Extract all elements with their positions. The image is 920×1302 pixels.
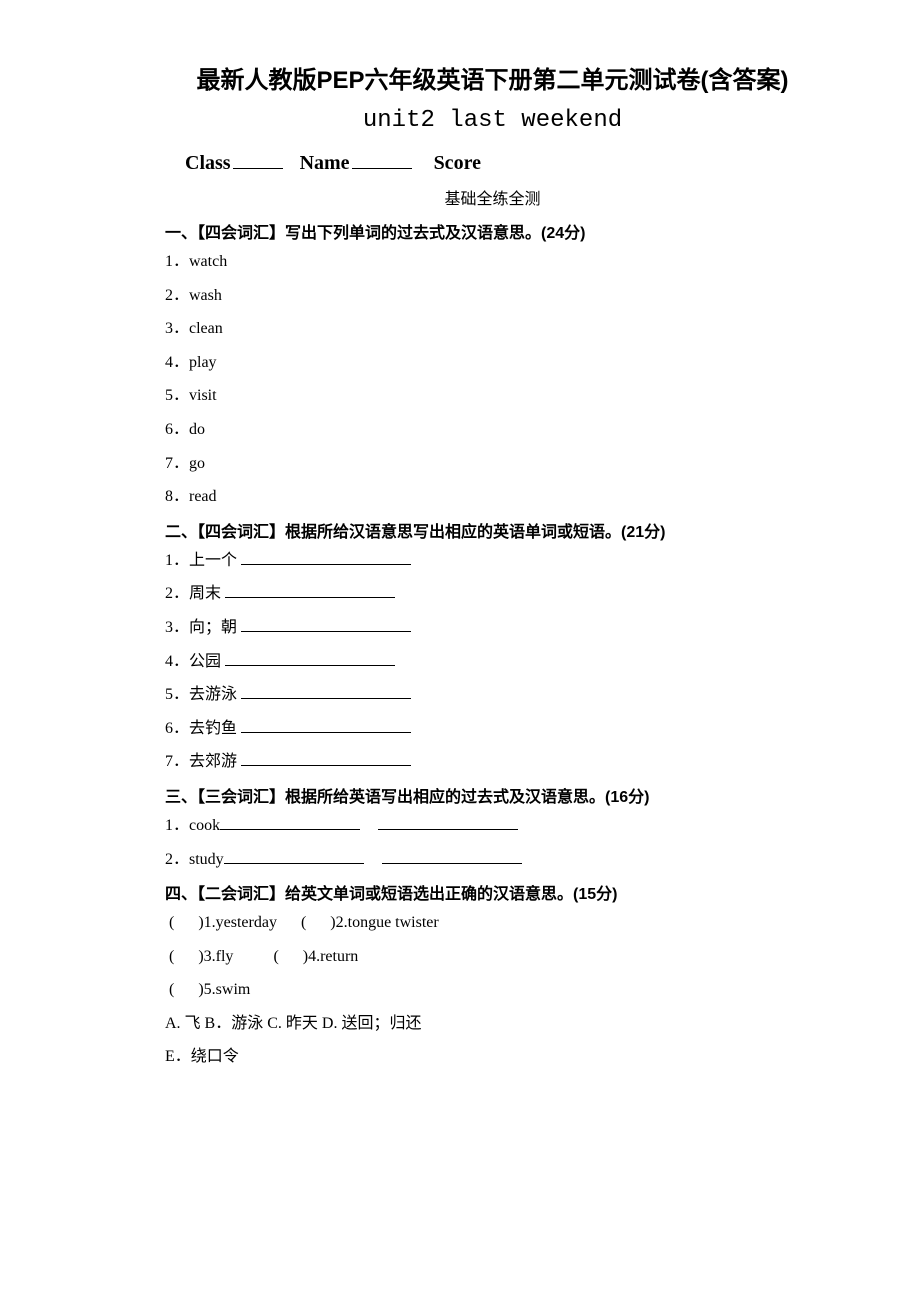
class-blank[interactable] [233, 168, 283, 169]
section-2-heading: 二、【四会词汇】根据所给汉语意思写出相应的英语单词或短语。(21分) [165, 518, 820, 542]
s3-blank-2b[interactable] [382, 847, 522, 864]
s3-item-1: 1．cook [165, 813, 820, 839]
s2-blank-4[interactable] [225, 649, 395, 666]
section-4-heading: 四、【二会词汇】给英文单词或短语选出正确的汉语意思。(15分) [165, 880, 820, 904]
section-1-heading: 一、【四会词汇】写出下列单词的过去式及汉语意思。(24分) [165, 219, 820, 243]
s1-item-1: 1．watch [165, 249, 820, 275]
s1-item-4: 4．play [165, 350, 820, 376]
s2-item-4: 4．公园 [165, 649, 820, 675]
score-label: Score [434, 152, 481, 174]
s2-item-1: 1．上一个 [165, 548, 820, 574]
s2-item-7: 7．去郊游 [165, 749, 820, 775]
s2-blank-1[interactable] [241, 548, 411, 565]
class-label: Class [185, 152, 231, 174]
s2-item-2: 2．周末 [165, 581, 820, 607]
name-blank[interactable] [352, 168, 412, 169]
s2-item-3: 3．向；朝 [165, 615, 820, 641]
s3-blank-1a[interactable] [220, 813, 360, 830]
s2-blank-3[interactable] [241, 615, 411, 632]
s3-item-2: 2．study [165, 847, 820, 873]
s2-blank-2[interactable] [225, 581, 395, 598]
s1-item-3: 3．clean [165, 316, 820, 342]
section-3-heading: 三、【三会词汇】根据所给英语写出相应的过去式及汉语意思。(16分) [165, 783, 820, 807]
s2-blank-7[interactable] [241, 749, 411, 766]
s4-row-1: ( )1.yesterday ( )2.tongue twister [165, 910, 820, 936]
class-name-score-line: Class Name Score [165, 152, 820, 175]
name-label: Name [300, 152, 350, 174]
s4-row-3: ( )5.swim [165, 977, 820, 1003]
s4-options-2: E．绕口令 [165, 1044, 820, 1070]
s2-item-5: 5．去游泳 [165, 682, 820, 708]
s1-item-2: 2．wash [165, 283, 820, 309]
s2-blank-6[interactable] [241, 716, 411, 733]
s1-item-7: 7．go [165, 451, 820, 477]
s1-item-8: 8．read [165, 484, 820, 510]
s4-options-1: A. 飞 B．游泳 C. 昨天 D. 送回；归还 [165, 1011, 820, 1037]
s2-item-6: 6．去钓鱼 [165, 716, 820, 742]
s1-item-6: 6．do [165, 417, 820, 443]
s2-blank-5[interactable] [241, 682, 411, 699]
main-title: 最新人教版PEP六年级英语下册第二单元测试卷(含答案) [165, 60, 820, 95]
subtitle: unit2 last weekend [165, 107, 820, 134]
s3-blank-1b[interactable] [378, 813, 518, 830]
section-title: 基础全练全测 [165, 185, 820, 209]
s1-item-5: 5．visit [165, 383, 820, 409]
s4-row-2: ( )3.fly ( )4.return [165, 944, 820, 970]
s3-blank-2a[interactable] [224, 847, 364, 864]
